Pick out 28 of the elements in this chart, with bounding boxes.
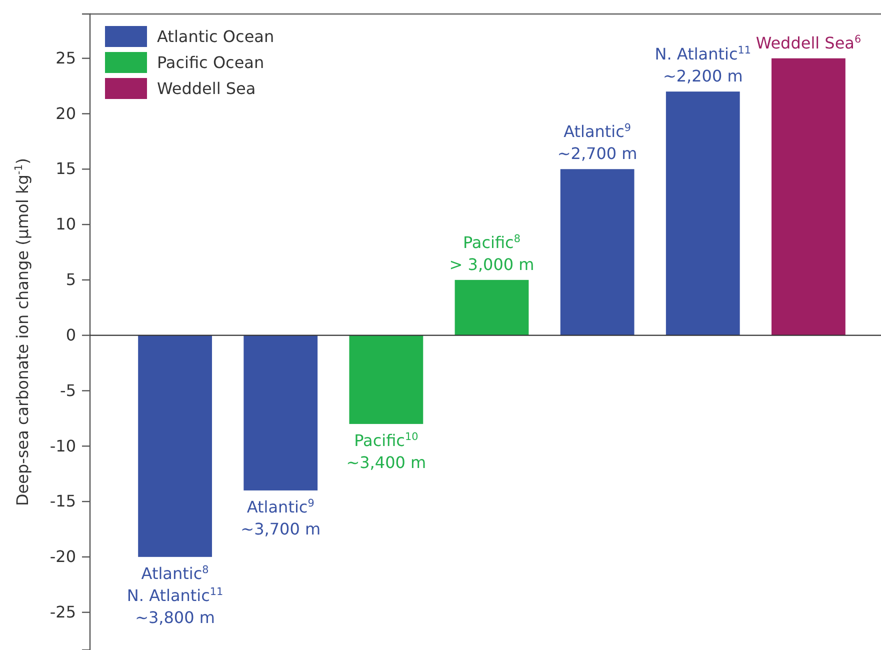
y-tick-label: 0	[66, 325, 76, 344]
y-tick-label: -20	[50, 547, 76, 566]
bar	[454, 280, 529, 336]
annotation: Atlantic$^{9}$ ~3,700 m	[240, 497, 321, 538]
legend-label: Pacific Ocean	[157, 53, 264, 72]
legend-label: Weddell Sea	[157, 79, 256, 98]
y-tick-label: 10	[56, 214, 76, 234]
y-tick-label: 15	[56, 159, 76, 178]
bar	[772, 58, 846, 336]
y-tick-label: 20	[56, 104, 76, 123]
bar	[560, 169, 634, 336]
y-tick-label: -10	[50, 436, 76, 456]
y-tick-label: -15	[50, 492, 76, 511]
bar	[349, 335, 424, 424]
y-tick-label: -5	[60, 380, 76, 400]
y-tick-label: 25	[56, 48, 76, 68]
annotation: Pacific$^{10}$ ~3,400 m	[346, 430, 426, 472]
y-tick-label: 5	[66, 270, 76, 290]
bar	[138, 335, 212, 557]
annotation: Atlantic$^{9}$ ~2,700 m	[557, 122, 638, 164]
annotation: Atlantic$^{8}$ N. Atlantic$^{11}$ ~3,800 m	[126, 564, 224, 627]
annotation: N. Atlantic$^{11}$ ~2,200 m	[654, 44, 751, 86]
annotation: Pacific$^{8}$ > 3,000 m	[449, 232, 534, 274]
bar	[244, 335, 318, 490]
annotation: Weddell Sea$^{6}$	[756, 33, 862, 52]
y-tick-label: -25	[50, 602, 76, 622]
legend-label: Atlantic Ocean	[157, 27, 274, 46]
bar	[666, 92, 740, 336]
